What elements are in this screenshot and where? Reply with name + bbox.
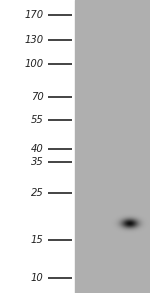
Text: 15: 15 xyxy=(31,235,43,245)
Text: 25: 25 xyxy=(31,188,43,198)
Text: 130: 130 xyxy=(24,35,44,45)
Text: 40: 40 xyxy=(31,144,43,154)
Text: 10: 10 xyxy=(31,273,43,283)
Bar xyxy=(75,0,150,293)
Text: 170: 170 xyxy=(24,10,44,20)
Text: 55: 55 xyxy=(31,115,43,125)
Text: 35: 35 xyxy=(31,157,43,167)
Text: 100: 100 xyxy=(24,59,44,69)
Text: 70: 70 xyxy=(31,92,43,102)
